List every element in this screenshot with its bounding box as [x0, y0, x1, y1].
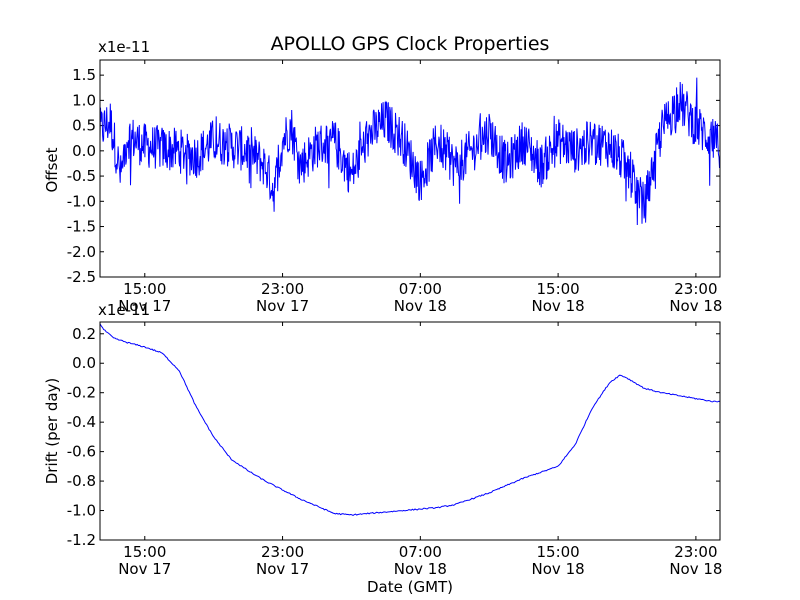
offset-ytick-label: -2.0: [67, 243, 96, 261]
offset-xtick-time-label: 15:00: [123, 280, 166, 298]
offset-ytick-label: 1.0: [72, 91, 96, 109]
drift-ytick-label: -0.4: [67, 413, 96, 431]
offset-xtick-time-label: 23:00: [674, 280, 717, 298]
offset-ytick-label: 0.5: [72, 117, 96, 135]
chart-title: APOLLO GPS Clock Properties: [271, 33, 550, 55]
offset-xtick-time-label: 23:00: [261, 280, 304, 298]
drift-ytick-label: -0.6: [67, 443, 96, 461]
offset-ytick-label: 0.0: [72, 142, 96, 160]
offset-ytick-label: -2.5: [67, 268, 96, 286]
offset-xtick-date-label: Nov 18: [669, 297, 722, 315]
drift-xtick-time-label: 23:00: [261, 543, 304, 561]
drift-xtick-date-label: Nov 18: [532, 560, 585, 578]
offset-ytick-label: 1.5: [72, 66, 96, 84]
drift-plot-frame: [99, 321, 721, 541]
offset-multiplier-label: x1e-11: [98, 38, 150, 56]
drift-multiplier-label: x1e-11: [98, 301, 150, 319]
drift-xtick-date-label: Nov 17: [256, 560, 309, 578]
offset-ytick-label: -0.5: [67, 167, 96, 185]
offset-ytick-label: -1.0: [67, 192, 96, 210]
drift-series-line: [99, 323, 721, 516]
offset-panel: x1e-11 Offset -2.5 -2.0 -1.5 -1.0 -0.5 0.0 0.5…: [43, 38, 722, 315]
offset-xtick-date-label: Nov 17: [118, 297, 171, 315]
drift-xtick-time-label: 15:00: [123, 543, 166, 561]
drift-ytick-label: -1.2: [67, 531, 96, 549]
drift-ytick-label: -0.2: [67, 384, 96, 402]
drift-xtick-time-label: 23:00: [674, 543, 717, 561]
drift-xtick-time-label: 07:00: [399, 543, 442, 561]
drift-ytick-label: 0.0: [72, 354, 96, 372]
drift-y-axis-label: Drift (per day): [43, 378, 61, 485]
offset-xtick-date-label: Nov 17: [256, 297, 309, 315]
drift-ytick-label: 0.2: [72, 325, 96, 343]
offset-series-line: [99, 77, 721, 226]
drift-xtick-date-label: Nov 17: [118, 560, 171, 578]
offset-y-axis-label: Offset: [43, 147, 61, 192]
drift-xtick-time-label: 15:00: [536, 543, 579, 561]
offset-ytick-label: -1.5: [67, 218, 96, 236]
drift-panel: x1e-11 Drift (per day) -1.2 -1.0 -0.8 -0.6 -…: [43, 301, 722, 578]
drift-ytick-label: -1.0: [67, 502, 96, 520]
offset-xtick-time-label: 07:00: [399, 280, 442, 298]
x-axis-label: Date (GMT): [367, 578, 453, 596]
drift-xtick-date-label: Nov 18: [669, 560, 722, 578]
offset-xtick-date-label: Nov 18: [394, 297, 447, 315]
offset-xtick-time-label: 15:00: [536, 280, 579, 298]
offset-plot-frame: [99, 59, 721, 278]
offset-xtick-date-label: Nov 18: [532, 297, 585, 315]
drift-xtick-date-label: Nov 18: [394, 560, 447, 578]
drift-ytick-label: -0.8: [67, 472, 96, 490]
